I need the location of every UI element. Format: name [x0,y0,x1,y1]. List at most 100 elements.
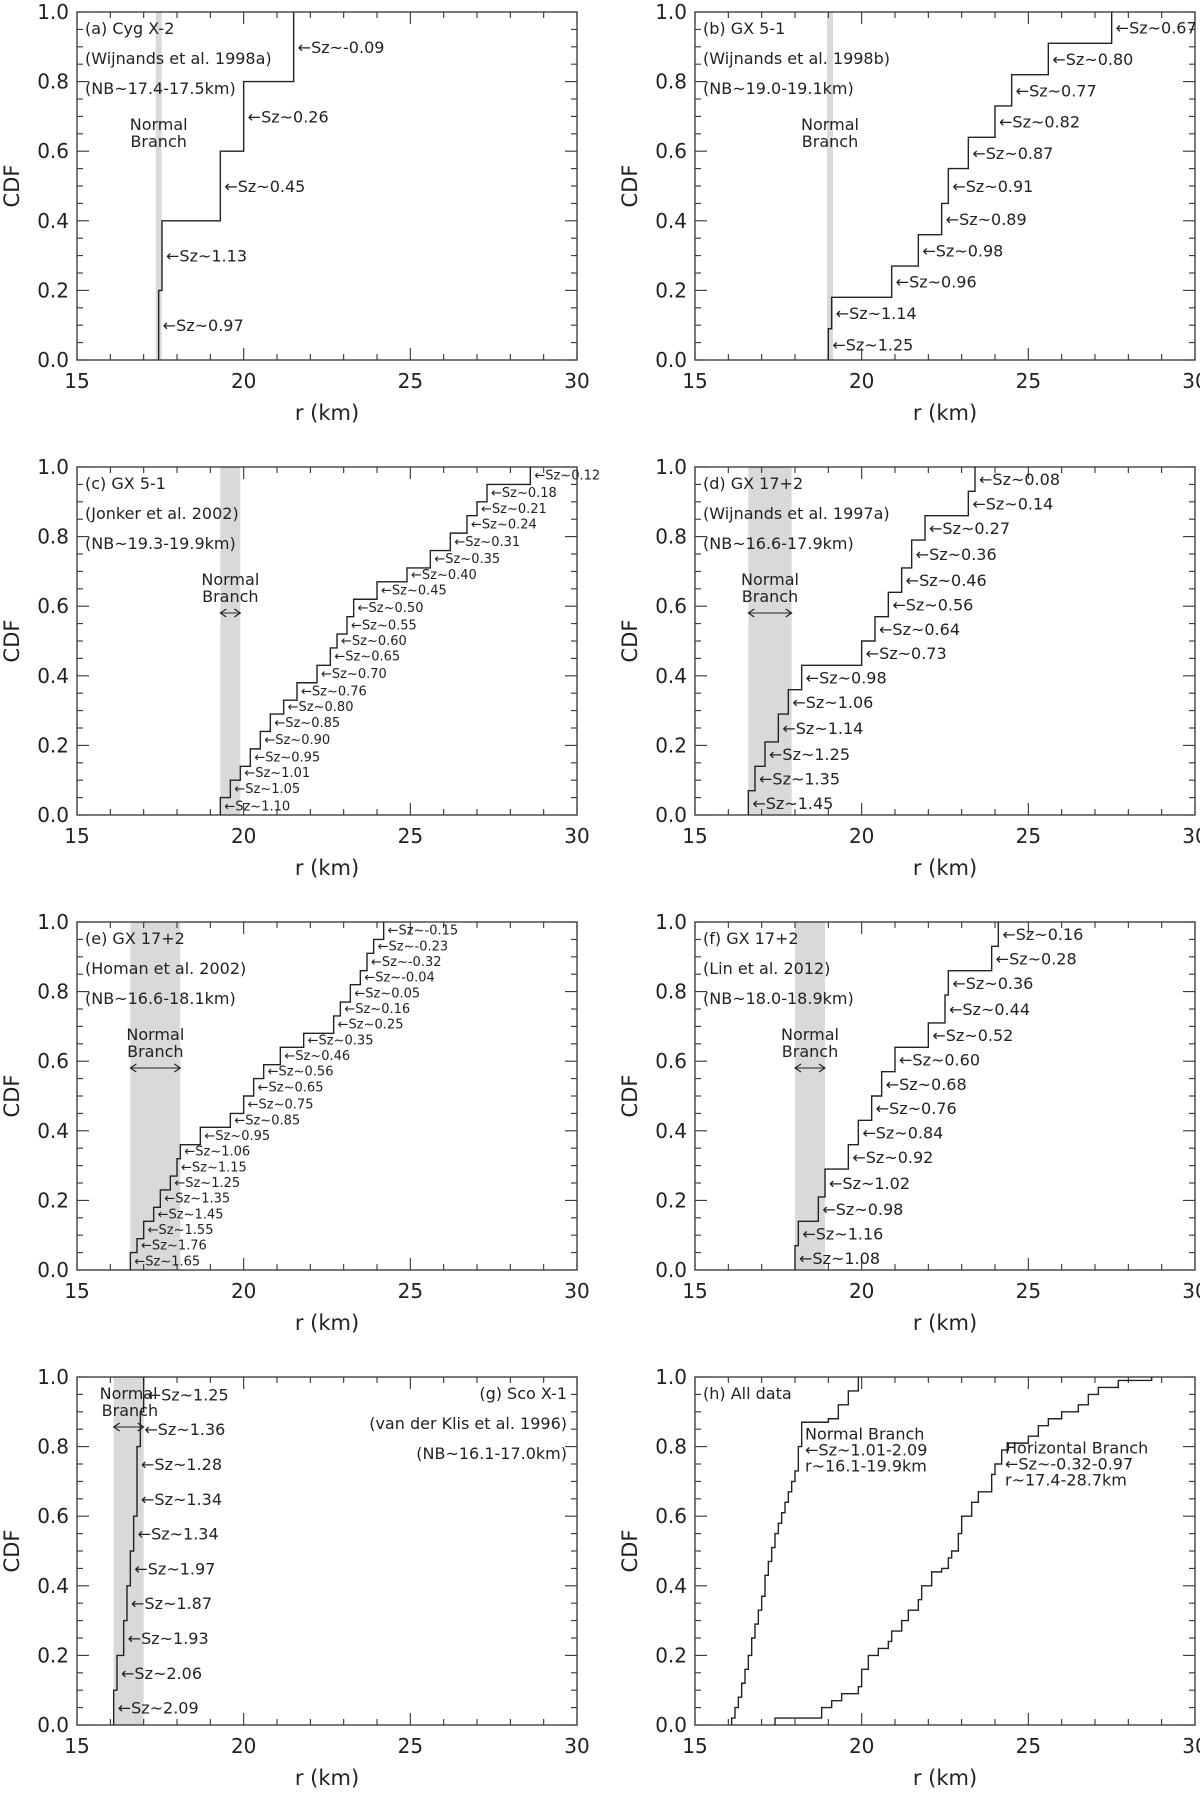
panel-d: 15 20 25 30 0.0 0.2 0.4 0.6 0.8 1.0 r (km) CDF (d) G… [618,455,1200,880]
plot-frame [694,1376,1196,1726]
y-axis-label: CDF [0,620,24,663]
x-tick-label: 30 [564,1734,589,1758]
y-axis-label: CDF [0,1530,24,1573]
sz-label: ←Sz~1.97 [134,1559,215,1578]
x-tick-label: 20 [231,369,256,393]
x-axis-label: r (km) [913,401,977,425]
sz-label: ←Sz~1.13 [166,247,247,266]
panel-reference: (van der Klis et al. 1996) [369,1414,567,1433]
x-tick-label: 15 [64,1279,89,1303]
x-tick-label: 30 [564,824,589,848]
y-tick-label: 0.6 [655,594,687,618]
sz-label: ←Sz~0.77 [1016,81,1097,100]
x-tick-label: 20 [849,824,874,848]
sz-label: ←Sz~0.60 [899,1050,980,1069]
x-tick-label: 25 [1016,1279,1041,1303]
panel-title: (c) GX 5-1 [85,474,166,493]
y-tick-label: 0.4 [655,1574,687,1598]
band-width-arrow-head [219,608,227,618]
nb-range-label: (NB~16.6-17.9km) [703,534,854,553]
sz-label: ←Sz~0.70 [321,667,387,682]
y-tick-label: 0.0 [655,1258,687,1282]
y-tick-label: 0.4 [655,1119,687,1143]
y-tick-label: 0.2 [37,1188,69,1212]
sz-label: ←Sz~0.76 [876,1099,957,1118]
y-tick-label: 1.0 [37,455,69,479]
panel-title: (d) GX 17+2 [703,474,803,493]
y-tick-label: 0.6 [655,1049,687,1073]
y-tick-label: 0.2 [37,278,69,302]
y-tick-label: 0.8 [655,70,687,94]
sz-label: ←Sz~0.80 [1052,50,1133,69]
y-axis-label: CDF [618,620,642,663]
sz-label: ←Sz~0.16 [344,1002,410,1017]
y-axis-label: CDF [618,1075,642,1118]
band-width-arrow-head [747,608,755,618]
x-tick-label: 20 [849,369,874,393]
sz-label: ←Sz~0.60 [341,634,407,649]
sz-label: ←Sz~0.40 [411,568,477,583]
y-tick-label: 1.0 [655,0,687,24]
x-tick-label: 15 [64,824,89,848]
sz-label: ←Sz~0.12 [534,469,600,484]
x-tick-label: 30 [1182,369,1200,393]
y-tick-label: 0.4 [655,664,687,688]
sz-label: ←Sz~0.95 [204,1129,270,1144]
band-width-arrow-head [129,1063,137,1073]
panel-title: (h) All data [703,1384,792,1403]
normal-branch-band [113,1377,144,1725]
panel-reference: (Wijnands et al. 1998a) [85,49,272,68]
sz-label: ←Sz~0.24 [471,517,537,532]
y-tick-label: 0.0 [655,1713,687,1737]
sz-label: ←Sz~0.56 [268,1065,334,1080]
x-tick-label: 30 [564,1279,589,1303]
panel-reference: (Wijnands et al. 1997a) [703,504,890,523]
sz-label: ←Sz~1.36 [144,1420,225,1439]
band-width-arrow-head [818,1063,826,1073]
sz-label: ←Sz~1.01 [244,766,310,781]
x-axis-label: r (km) [295,1766,359,1790]
normal-branch-band [155,12,162,360]
x-tick-label: 25 [1016,369,1041,393]
sz-label: ←Sz~1.08 [799,1249,880,1268]
series-r-range: r~16.1-19.9km [805,1457,927,1476]
y-tick-label: 0.0 [655,348,687,372]
x-tick-label: 30 [564,369,589,393]
sz-label: ←Sz~1.10 [224,799,290,814]
x-tick-label: 15 [682,824,707,848]
sz-label: ←Sz~0.27 [929,519,1010,538]
band-label: Normal [741,570,799,589]
band-width-arrow-head [174,1063,182,1073]
panel-title: (f) GX 17+2 [703,929,799,948]
y-axis-label: CDF [618,165,642,208]
y-tick-label: 0.0 [37,1713,69,1737]
sz-label: ←Sz~0.65 [258,1080,324,1095]
x-tick-label: 15 [64,1734,89,1758]
normal-branch-band [130,922,181,1270]
sz-label: ←Sz~-0.04 [364,971,435,986]
sz-label: ←Sz~2.06 [121,1664,202,1683]
sz-label: ←Sz~0.36 [916,545,997,564]
x-tick-label: 15 [682,369,707,393]
panel-reference: (Lin et al. 2012) [703,959,830,978]
sz-label: ←Sz~0.91 [952,177,1033,196]
y-tick-label: 0.6 [655,139,687,163]
sz-label: ←Sz~1.16 [802,1224,883,1243]
sz-label: ←Sz~0.68 [886,1075,967,1094]
sz-label: ←Sz~1.45 [158,1207,224,1222]
band-label: Normal [126,1025,184,1044]
y-tick-label: 0.4 [37,1574,69,1598]
sz-label: ←Sz~0.26 [248,107,329,126]
band-label: Normal [130,115,188,134]
nb-range-label: (NB~17.4-17.5km) [85,79,236,98]
band-label: Branch [130,132,186,151]
cdf-step-curve [219,467,532,815]
panel-h: 15 20 25 30 0.0 0.2 0.4 0.6 0.8 1.0 r (km) CDF (h) A… [618,1365,1200,1790]
band-label: Branch [127,1042,183,1061]
nb-range-label: (NB~16.6-18.1km) [85,989,236,1008]
sz-label: ←Sz~0.36 [952,974,1033,993]
y-axis-label: CDF [0,165,24,208]
sz-label: ←Sz~0.45 [381,584,447,599]
